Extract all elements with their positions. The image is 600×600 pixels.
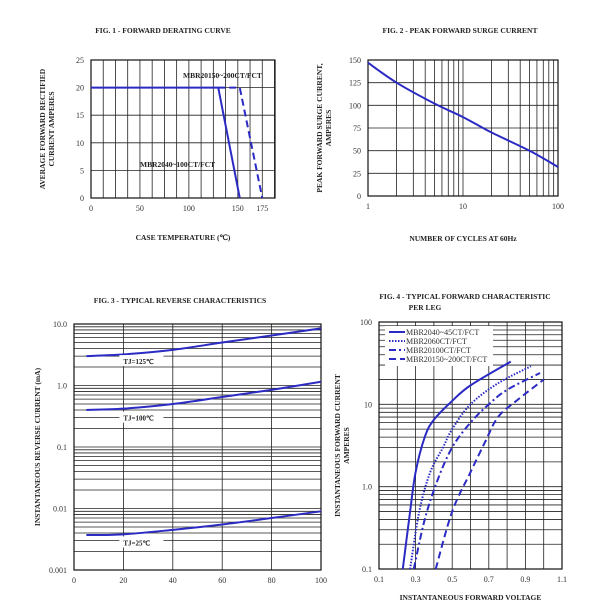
y-tick-label: 25 (353, 169, 361, 178)
fig4-title: FIG. 4 - TYPICAL FORWARD CHARACTERISTIC (379, 292, 550, 301)
fig2-x-axis-label: NUMBER OF CYCLES AT 60Hz (409, 234, 517, 243)
x-tick-label: 0.3 (411, 575, 421, 584)
x-tick-label: 0.9 (520, 575, 530, 584)
fig2-plot-frame (367, 59, 559, 197)
y-tick-label: 0 (357, 192, 361, 201)
y-tick-label: 1.0 (57, 382, 67, 391)
fig3-series-solid-0 (86, 327, 322, 358)
y-tick-label: 50 (353, 147, 361, 156)
x-tick-label: 50 (136, 204, 144, 213)
annotation-mbr20150: MBR20150~200CT/FCT (183, 71, 262, 80)
fig3-chart: 0 20 40 60 80 100 0.001 0.01 0.1 1.0 10.0 FIG. 3 - … (33, 296, 327, 585)
fig1-x-axis-label: CASE TEMPERATURE (℃) (136, 233, 231, 242)
y-tick-label: 10.0 (53, 320, 67, 329)
y-tick-label: 10 (364, 400, 372, 409)
fig1-plot-frame (90, 59, 276, 199)
y-tick-label: 5 (80, 166, 84, 175)
y-tick-label: 25 (76, 56, 84, 65)
y-tick-label: 100 (360, 318, 372, 327)
fig4-y-axis-label: INSTANTANEOUS FORWARD CURRENT (333, 374, 342, 517)
x-tick-label: 60 (218, 576, 226, 585)
fig2-chart: 1 10 100 0 25 50 75 100 125 150 FIG. 2 - PEAK FORW… (315, 26, 564, 243)
fig4-plot-frame (378, 321, 563, 570)
fig3-title: FIG. 3 - TYPICAL REVERSE CHARACTERISTICS (94, 296, 266, 305)
fig2-series-solid-0 (367, 61, 559, 168)
fig1-grid (90, 59, 275, 199)
fig1-y-axis-label: AVERAGE FORWARD RECTIFIED (38, 68, 47, 189)
legend-label: MBR20150~200CT/FCT (406, 355, 487, 364)
legend-label: MBR2040~45CT/FCT (406, 328, 479, 337)
fig4-x-axis-label: INSTANTANEOUS FORWARD VOLTAGE (400, 593, 542, 600)
fig4-y-axis-label: AMPERES (342, 427, 351, 464)
legend-label: MBR20100CT/FCT (406, 346, 471, 355)
y-tick-label: 0.1 (57, 443, 67, 452)
x-tick-label: 0 (89, 204, 93, 213)
y-tick-label: 15 (76, 111, 84, 120)
fig2-title: FIG. 2 - PEAK FORWARD SURGE CURRENT (383, 26, 538, 35)
annotation-bg (119, 536, 164, 548)
fig4-legend: MBR2040~45CT/FCTMBR2060CT/FCTMBR20100CT/… (385, 326, 493, 366)
legend-label: MBR2060CT/FCT (406, 337, 467, 346)
fig1-y-axis-label: CURRENT AMPERES (47, 91, 56, 166)
fig2-y-axis-label: PEAK FORWARD SURGE CURRENT, (315, 63, 324, 192)
annotation-mbr2040: MBR2040~100CT/FCT (140, 160, 215, 169)
x-tick-label: 80 (268, 576, 276, 585)
annotation-tj: TJ=25℃ (123, 539, 150, 547)
y-tick-label: 1.0 (362, 483, 372, 492)
x-tick-label: 100 (315, 576, 327, 585)
x-tick-label: 0 (72, 576, 76, 585)
x-tick-label: 0.7 (484, 575, 494, 584)
y-tick-label: 125 (349, 79, 361, 88)
y-tick-label: 100 (349, 101, 361, 110)
x-tick-label: 100 (552, 202, 564, 211)
fig4-chart: 0.1 0.3 0.5 0.7 0.9 1.1 0.1 1.0 10 100 FIG. 4 - TY… (333, 292, 567, 600)
annotation-tj: TJ=125℃ (123, 358, 154, 366)
x-tick-label: 1 (366, 202, 370, 211)
fig3-series-solid-1 (86, 380, 322, 411)
fig3-grid (73, 323, 322, 571)
fig3-series-solid-2 (86, 510, 322, 537)
annotation-tj: TJ=100℃ (123, 415, 154, 423)
fig4-series-dashdot-2 (412, 372, 541, 570)
fig2-y-axis-label: AMPERES (324, 110, 333, 147)
y-tick-label: 75 (353, 124, 361, 133)
fig2-grid (367, 59, 559, 197)
fig1-title: FIG. 1 - FORWARD DERATING CURVE (95, 26, 231, 35)
fig4-title: PER LEG (409, 303, 442, 312)
annotation-bg (119, 411, 164, 423)
fig4-series-dashed-3 (434, 378, 545, 570)
x-tick-label: 0.1 (374, 575, 384, 584)
fig4-series-solid-0 (401, 360, 512, 570)
y-tick-label: 0.001 (49, 566, 67, 575)
annotation-bg (119, 355, 164, 367)
fig3-y-axis-label: INSTANTANEOUS REVERSE CURRENT (mA) (33, 367, 42, 526)
x-tick-label: 175 (256, 204, 268, 213)
x-tick-label: 40 (169, 576, 177, 585)
fig1-chart: 0 50 100 150 175 0 5 10 15 20 25 FIG. 1 - FORWARD D… (38, 26, 276, 242)
x-tick-label: 20 (119, 576, 127, 585)
x-tick-label: 150 (232, 204, 244, 213)
y-tick-label: 150 (349, 56, 361, 65)
x-tick-label: 1.1 (557, 575, 567, 584)
y-tick-label: 0.01 (53, 505, 67, 514)
x-tick-label: 0.5 (447, 575, 457, 584)
y-tick-label: 0.1 (362, 565, 372, 574)
x-tick-label: 100 (183, 204, 195, 213)
fig3-plot-frame (73, 323, 322, 571)
y-tick-label: 10 (76, 139, 84, 148)
fig1-series-solid-0 (91, 86, 241, 199)
y-tick-label: 0 (80, 194, 84, 203)
x-tick-label: 10 (459, 202, 467, 211)
y-tick-label: 20 (76, 84, 84, 93)
